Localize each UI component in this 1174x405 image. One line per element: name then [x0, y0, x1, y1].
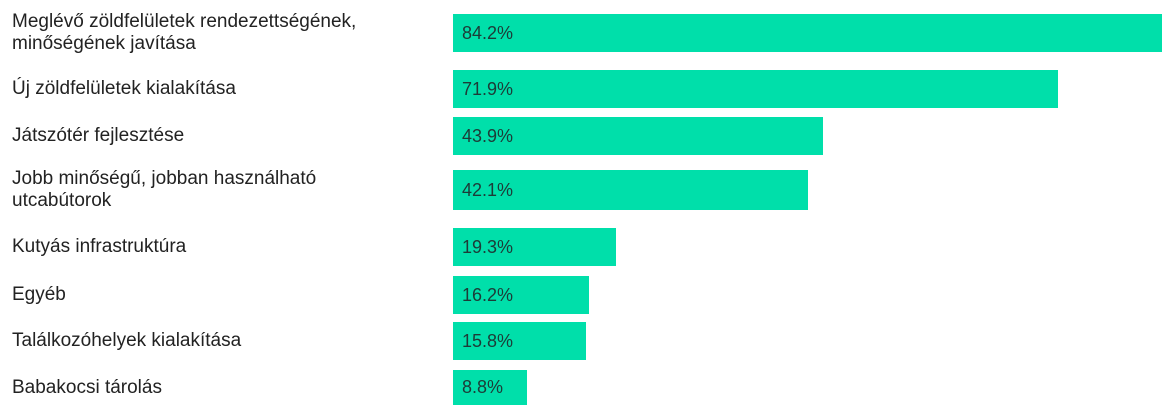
bar-row: Egyéb 16.2%: [0, 276, 1174, 314]
value-label: 19.3%: [462, 236, 514, 257]
category-label: Találkozóhelyek kialakítása: [12, 330, 242, 351]
value-label: 84.2%: [462, 22, 514, 43]
bar: [453, 70, 1059, 108]
bar: [453, 14, 1162, 52]
value-label: 8.8%: [462, 377, 504, 397]
value-label: 71.9%: [462, 78, 514, 99]
bar-row: Babakocsi tárolás 8.8%: [0, 370, 1174, 405]
bar: [453, 370, 528, 405]
bar-row: Játszótér fejlesztése 43.9%: [0, 117, 1174, 155]
bar-row: Új zöldfelületek kialakítása 71.9%: [0, 70, 1174, 108]
bar: [453, 276, 590, 314]
bar: [453, 228, 616, 266]
value-label: 15.8%: [462, 330, 514, 351]
category-label: Jobb minőségű, jobban használható utcabú…: [12, 168, 317, 211]
category-label: Játszótér fejlesztése: [12, 125, 185, 146]
category-label: Babakocsi tárolás: [12, 376, 162, 398]
bar-row: Találkozóhelyek kialakítása 15.8%: [0, 322, 1174, 360]
value-label: 43.9%: [462, 125, 514, 146]
bar-row: Meglévő zöldfelületek rendezettségének, …: [0, 11, 1174, 54]
category-label: Egyéb: [12, 284, 66, 305]
bar-row: Kutyás infrastruktúra 19.3%: [0, 228, 1174, 266]
bar: [453, 322, 587, 360]
value-label: 16.2%: [462, 284, 514, 305]
bar-row: Jobb minőségű, jobban használható utcabú…: [0, 168, 1174, 211]
bar: [453, 170, 808, 210]
category-label: Meglévő zöldfelületek rendezettségének, …: [12, 11, 357, 54]
category-label: Új zöldfelületek kialakítása: [12, 78, 236, 99]
bar: [453, 117, 823, 155]
category-label: Kutyás infrastruktúra: [12, 236, 187, 257]
value-label: 42.1%: [462, 179, 514, 200]
